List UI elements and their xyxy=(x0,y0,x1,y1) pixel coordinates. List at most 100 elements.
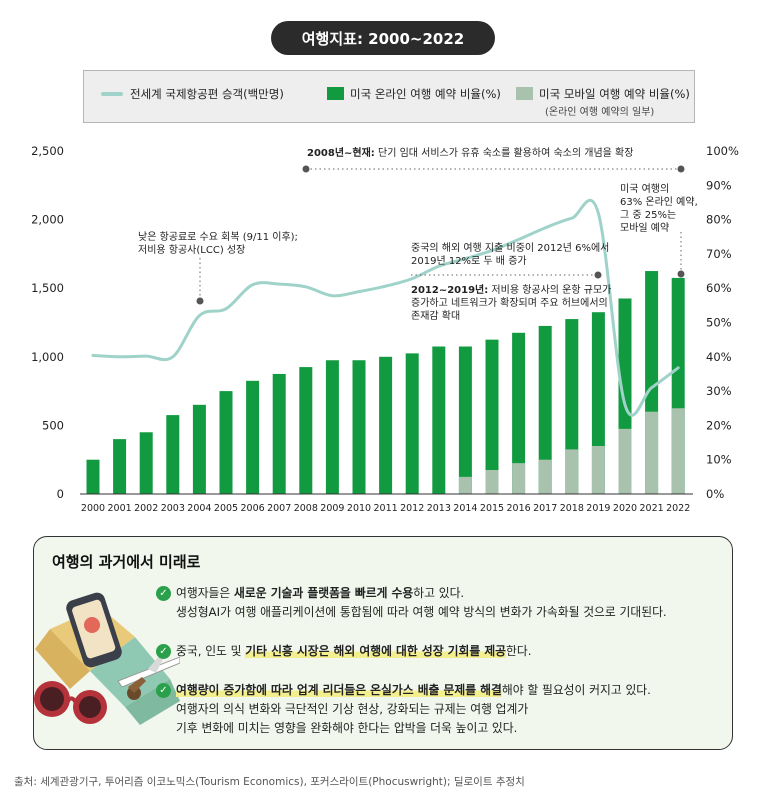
annotation-us-2022-line2: 63% 온라인 예약, xyxy=(620,196,698,208)
bar-mobile xyxy=(485,469,499,494)
bar-mobile xyxy=(645,411,659,494)
annotation-lcc2-line1: 2012~2019년: 저비용 항공사의 운항 규모가 xyxy=(411,283,611,296)
travel-illustration xyxy=(34,592,180,725)
legend-grey-sublabel: (온라인 여행 예약의 일부) xyxy=(545,107,655,118)
x-tick-label: 2012 xyxy=(400,503,424,514)
annotation-lcc-line2: 저비용 항공사(LCC) 성장 xyxy=(138,244,245,256)
bar-online xyxy=(299,367,313,494)
y-right-tick-label: 90% xyxy=(706,178,732,192)
annotation-us-2022-line4: 모바일 예약 xyxy=(620,222,669,234)
bar-online xyxy=(379,356,393,494)
annotation-rental-dot-start xyxy=(302,165,310,173)
chart-svg: 0 500 1,000 1,500 2,000 2,500 0% 10% 20% 30% 40% 50… xyxy=(31,144,739,514)
y-right-tick-label: 100% xyxy=(706,144,739,158)
x-tick-label: 2000 xyxy=(81,503,105,514)
x-tick-label: 2018 xyxy=(560,503,584,514)
x-tick-label: 2019 xyxy=(586,503,610,514)
future-panel: 여행의 과거에서 미래로 ✓ 여행자들은 새로운 기술과 플랫폼을 빠르게 수용… xyxy=(33,536,733,750)
check-icon: ✓ xyxy=(156,586,171,601)
bar-mobile xyxy=(458,476,472,494)
x-tick-label: 2014 xyxy=(453,503,477,514)
x-tick-label: 2011 xyxy=(374,503,398,514)
annotation-lcc-dot xyxy=(196,297,204,305)
source-note: 출처: 세계관광기구, 투어리즘 이코노믹스(Tourism Economics… xyxy=(14,776,525,788)
bullet-3-line3: 기후 변화에 미치는 영향을 완화해야 한다는 압박을 더욱 높이고 있다. xyxy=(176,721,518,735)
y-left-tick-label: 2,000 xyxy=(31,213,64,227)
y-right-tick-label: 50% xyxy=(706,316,732,330)
x-tick-label: 2015 xyxy=(480,503,504,514)
x-tick-label: 2017 xyxy=(533,503,557,514)
x-tick-label: 2006 xyxy=(241,503,265,514)
legend-line-label: 전세계 국제항공편 승객(백만명) xyxy=(130,87,284,101)
bullet-2: ✓ 중국, 인도 및 기타 신흥 시장은 해외 여행에 대한 성장 기회를 제공… xyxy=(156,642,532,661)
bar-online xyxy=(352,360,366,494)
bullet-1-pre: 여행자들은 xyxy=(176,586,235,600)
bullet-3: ✓ 여행량이 증가함에 따라 업계 리더들은 온실가스 배출 문제를 해결해야 … xyxy=(156,681,651,738)
y-left-tick-label: 1,000 xyxy=(31,350,64,364)
annotation-us-2022-line1: 미국 여행의 xyxy=(620,183,669,195)
legend-line-swatch xyxy=(101,92,123,96)
bar-mobile xyxy=(618,428,632,494)
y-right-tick-label: 10% xyxy=(706,453,732,467)
y-right-tick-label: 40% xyxy=(706,350,732,364)
chart-legend: 전세계 국제항공편 승객(백만명) 미국 온라인 여행 예약 비율(%) 미국 … xyxy=(83,70,695,123)
bar-online xyxy=(538,325,552,494)
bullet-3-line2: 여행자의 의식 변화와 극단적인 기상 현상, 강화되는 규제는 여행 업계가 xyxy=(176,702,529,716)
check-icon: ✓ xyxy=(156,644,171,659)
y-right-tick-label: 0% xyxy=(706,487,724,501)
bar-online xyxy=(458,346,472,494)
x-tick-label: 2002 xyxy=(134,503,158,514)
y-right-tick-label: 30% xyxy=(706,384,732,398)
bullet-2-pre: 중국, 인도 및 xyxy=(176,644,246,658)
bar-mobile xyxy=(538,459,552,494)
x-tick-label: 2021 xyxy=(640,503,664,514)
annotation-us-2022-line3: 그 중 25%는 xyxy=(620,209,676,221)
bar-online xyxy=(166,415,180,494)
bar-online xyxy=(512,332,526,494)
annotation-lcc2-dot xyxy=(594,271,602,279)
bar-online xyxy=(86,459,100,494)
bullet-1: ✓ 여행자들은 새로운 기술과 플랫폼을 빠르게 수용하고 있다. 생성형AI가… xyxy=(156,584,667,622)
y-left-tick-label: 0 xyxy=(57,487,64,501)
x-tick-label: 2013 xyxy=(427,503,451,514)
annotation-lcc-line1: 낮은 항공료로 수요 회복 (9/11 이후); xyxy=(138,231,298,243)
y-right-tick-label: 60% xyxy=(706,281,732,295)
bullet-3-post: 해야 할 필요성이 커지고 있다. xyxy=(501,683,651,697)
bar-online xyxy=(485,339,499,494)
series-line-passengers xyxy=(91,198,680,417)
x-tick-label: 2008 xyxy=(294,503,318,514)
bar-online xyxy=(192,404,206,494)
x-tick-label: 2001 xyxy=(108,503,132,514)
bar-online xyxy=(432,346,446,494)
y-left-tick-label: 1,500 xyxy=(31,281,64,295)
bar-mobile xyxy=(565,449,579,494)
bar-online xyxy=(219,391,233,494)
y-right-tick-label: 20% xyxy=(706,418,732,432)
x-tick-label: 2016 xyxy=(507,503,531,514)
y-right-tick-label: 70% xyxy=(706,247,732,261)
x-tick-label: 2020 xyxy=(613,503,637,514)
bullet-3-highlight: 여행량이 증가함에 따라 업계 리더들은 온실가스 배출 문제를 해결 xyxy=(176,683,502,697)
check-icon: ✓ xyxy=(156,683,171,698)
legend-green-swatch xyxy=(327,87,344,100)
annotation-lcc2-line2: 증가하고 네트워크가 확장되며 주요 허브에서의 xyxy=(411,296,608,309)
bar-online xyxy=(113,439,127,494)
annotation-us-2022-dot xyxy=(677,270,685,278)
x-tick-label: 2007 xyxy=(267,503,291,514)
x-tick-label: 2022 xyxy=(666,503,690,514)
bar-mobile xyxy=(512,463,526,494)
legend-green-label: 미국 온라인 여행 예약 비율(%) xyxy=(350,87,501,101)
annotation-rental: 2008년~현재: 단기 임대 서비스가 유휴 숙소를 활용하여 숙소의 개념을… xyxy=(307,146,633,159)
bullet-1-line2: 생성형AI가 여행 애플리케이션에 통합됨에 따라 여행 예약 방식의 변화가 … xyxy=(176,605,667,619)
y-left-tick-label: 2,500 xyxy=(31,144,64,158)
bullet-2-highlight: 기타 신흥 시장은 해외 여행에 대한 성장 기회를 제공 xyxy=(245,644,507,658)
annotation-lcc2-line3: 존재감 확대 xyxy=(411,310,460,322)
page-title: 여행지표: 2000~2022 xyxy=(271,21,495,55)
bullet-1-post: 하고 있다. xyxy=(413,586,465,600)
bar-online xyxy=(246,380,260,494)
bar-mobile xyxy=(591,445,605,494)
x-tick-label: 2005 xyxy=(214,503,238,514)
x-tick-label: 2003 xyxy=(161,503,185,514)
bullet-2-post: 한다. xyxy=(506,644,532,658)
y-left-tick-label: 500 xyxy=(42,418,64,432)
